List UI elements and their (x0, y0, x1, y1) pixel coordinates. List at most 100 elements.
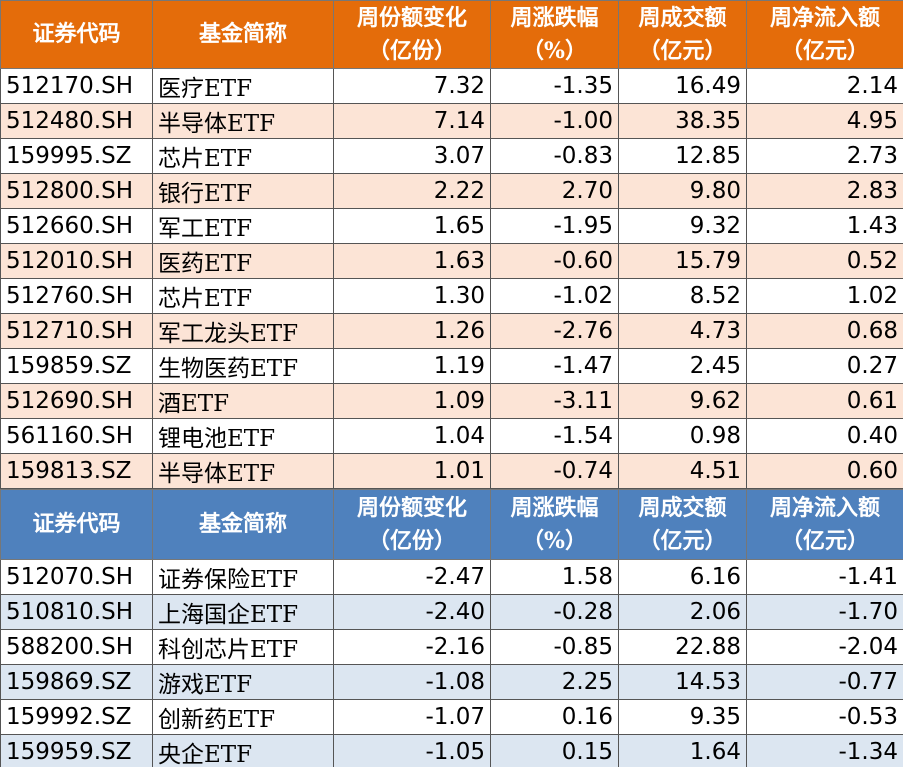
header-row: 证券代码 基金简称 周份额变化 （亿份） 周涨跌幅 （%） 周成交额 （亿元） 周净流入额 （亿元… (0, 0, 903, 69)
table-cell: 央企ETF (152, 734, 334, 767)
table-cell: 4.51 (618, 453, 747, 489)
table-row: 159813.SZ 半导体ETF 1.01 -0.74 4.51 0.60 (0, 453, 903, 489)
table-cell: 588200.SH (0, 629, 153, 665)
table-cell: 1.65 (333, 208, 491, 244)
header-cell: 周成交额 （亿元） (618, 489, 747, 560)
table-cell: 证券保险ETF (152, 559, 334, 595)
header-text: 基金简称 (198, 511, 287, 537)
table-cell: -1.95 (490, 208, 619, 244)
table-row: 159995.SZ 芯片ETF 3.07 -0.83 12.85 2.73 (0, 138, 903, 174)
table-row: 512690.SH 酒ETF 1.09 -3.11 9.62 0.61 (0, 383, 903, 419)
header-cell: 证券代码 (0, 0, 153, 69)
table-cell: 0.52 (746, 243, 903, 279)
table-cell: -3.11 (490, 383, 619, 419)
table-cell: 6.16 (618, 559, 747, 595)
table-cell: 1.02 (746, 278, 903, 314)
header-cell: 周涨跌幅 （%） (490, 0, 619, 69)
header-text: （%） (522, 527, 587, 554)
data-table: 证券代码 基金简称 周份额变化 （亿份） 周涨跌幅 （%） 周成交额 （亿元） 周净流入额 （亿元… (0, 489, 903, 767)
data-table: 证券代码 基金简称 周份额变化 （亿份） 周涨跌幅 （%） 周成交额 （亿元） 周净流入额 （亿元… (0, 0, 903, 489)
table-cell: 0.27 (746, 348, 903, 384)
table-cell: 7.14 (333, 103, 491, 139)
header-text: （亿份） (367, 37, 456, 64)
table-cell: 512690.SH (0, 383, 153, 419)
table-cell: 159859.SZ (0, 348, 153, 384)
table-cell: 0.68 (746, 313, 903, 349)
table-cell: -1.41 (746, 559, 903, 595)
table-cell: -1.02 (490, 278, 619, 314)
table-cell: 159869.SZ (0, 664, 153, 700)
table-row: 512170.SH 医疗ETF 7.32 -1.35 16.49 2.14 (0, 68, 903, 104)
table-cell: 512170.SH (0, 68, 153, 104)
table-cell: 医疗ETF (152, 68, 334, 104)
table-cell: 2.06 (618, 594, 747, 630)
table-cell: -2.40 (333, 594, 491, 630)
table-cell: 7.32 (333, 68, 491, 104)
table-cell: 2.70 (490, 173, 619, 209)
table-cell: 1.58 (490, 559, 619, 595)
table-cell: 芯片ETF (152, 138, 334, 174)
table-cell: 2.25 (490, 664, 619, 700)
table-row: 159992.SZ 创新药ETF -1.07 0.16 9.35 -0.53 (0, 699, 903, 735)
table-cell: 4.95 (746, 103, 903, 139)
table-cell: 1.19 (333, 348, 491, 384)
header-text: 周净流入额 (769, 494, 880, 521)
header-cell: 周净流入额 （亿元） (746, 489, 903, 560)
header-cell: 周份额变化 （亿份） (333, 0, 491, 69)
header-cell: 周涨跌幅 （%） (490, 489, 619, 560)
table-cell: 22.88 (618, 629, 747, 665)
table-row: 159869.SZ 游戏ETF -1.08 2.25 14.53 -0.77 (0, 664, 903, 700)
table-cell: 14.53 (618, 664, 747, 700)
table-cell: -1.07 (333, 699, 491, 735)
header-cell: 基金简称 (152, 489, 334, 560)
header-cell: 周份额变化 （亿份） (333, 489, 491, 560)
table-cell: 半导体ETF (152, 103, 334, 139)
table-row: 512480.SH 半导体ETF 7.14 -1.00 38.35 4.95 (0, 103, 903, 139)
table-cell: -2.04 (746, 629, 903, 665)
header-text: 周份额变化 (356, 494, 467, 521)
table-row: 159859.SZ 生物医药ETF 1.19 -1.47 2.45 0.27 (0, 348, 903, 384)
table-row: 510810.SH 上海国企ETF -2.40 -0.28 2.06 -1.70 (0, 594, 903, 630)
header-text: （亿元） (780, 527, 869, 554)
header-cell: 周成交额 （亿元） (618, 0, 747, 69)
table-cell: -2.47 (333, 559, 491, 595)
table-cell: -0.53 (746, 699, 903, 735)
table-cell: 512800.SH (0, 173, 153, 209)
header-text: 证券代码 (32, 511, 121, 537)
table-cell: 1.43 (746, 208, 903, 244)
table-cell: 1.64 (618, 734, 747, 767)
table-cell: 9.32 (618, 208, 747, 244)
table-cell: 512070.SH (0, 559, 153, 595)
table-cell: 上海国企ETF (152, 594, 334, 630)
table-row: 588200.SH 科创芯片ETF -2.16 -0.85 22.88 -2.04 (0, 629, 903, 665)
table-cell: 0.40 (746, 418, 903, 454)
table-row: 561160.SH 锂电池ETF 1.04 -1.54 0.98 0.40 (0, 418, 903, 454)
header-text: （%） (522, 37, 587, 64)
table-cell: 512010.SH (0, 243, 153, 279)
table-cell: -1.70 (746, 594, 903, 630)
table-cell: -2.16 (333, 629, 491, 665)
table-row: 512710.SH 军工龙头ETF 1.26 -2.76 4.73 0.68 (0, 313, 903, 349)
table-row: 512760.SH 芯片ETF 1.30 -1.02 8.52 1.02 (0, 278, 903, 314)
table-cell: 8.52 (618, 278, 747, 314)
table-cell: 0.61 (746, 383, 903, 419)
table-cell: 军工ETF (152, 208, 334, 244)
header-text: 周涨跌幅 (510, 494, 599, 521)
header-text: （亿元） (638, 37, 727, 64)
table-cell: 2.45 (618, 348, 747, 384)
table-cell: 0.16 (490, 699, 619, 735)
header-text: （亿元） (638, 527, 727, 554)
table-cell: -0.60 (490, 243, 619, 279)
table-cell: 38.35 (618, 103, 747, 139)
table-cell: 2.14 (746, 68, 903, 104)
table-cell: 9.35 (618, 699, 747, 735)
table-cell: 0.15 (490, 734, 619, 767)
table-row: 512010.SH 医药ETF 1.63 -0.60 15.79 0.52 (0, 243, 903, 279)
header-text: 周涨跌幅 (510, 4, 599, 31)
table-cell: 游戏ETF (152, 664, 334, 700)
table-cell: 3.07 (333, 138, 491, 174)
header-text: （亿份） (367, 527, 456, 554)
table-cell: 1.63 (333, 243, 491, 279)
